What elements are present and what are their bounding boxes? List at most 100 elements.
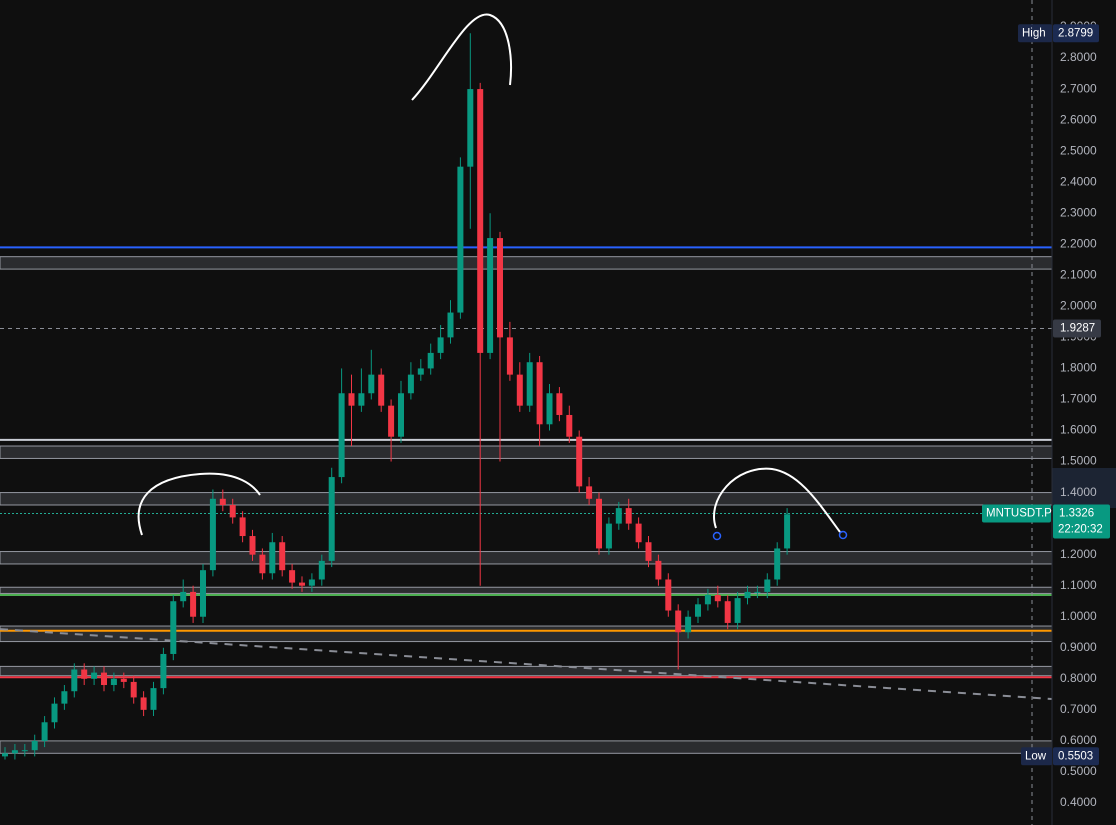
candle-body <box>615 508 622 524</box>
candle-body <box>714 595 721 602</box>
candle-body <box>427 352 434 369</box>
zone <box>0 256 1053 270</box>
high-value-box <box>1053 24 1099 43</box>
candle-body <box>338 393 345 478</box>
y-tick-label: 2.2000 <box>1060 236 1097 250</box>
candle-body <box>101 672 107 686</box>
y-tick-label: 2.4000 <box>1060 174 1097 188</box>
candle-body <box>576 436 583 487</box>
candle-body <box>388 405 395 437</box>
candle-body <box>51 703 58 723</box>
zone <box>0 586 1053 594</box>
candle-body <box>2 753 8 757</box>
zone <box>0 740 1053 754</box>
candle-body <box>31 740 38 751</box>
candle-body <box>645 542 652 561</box>
candle-body <box>41 722 48 741</box>
candle-body <box>605 523 612 549</box>
candle-body <box>704 595 711 605</box>
candle-body <box>150 688 157 710</box>
candle-body <box>566 414 573 437</box>
candle-body <box>457 166 464 313</box>
zone <box>0 551 1053 565</box>
candle-body <box>140 697 147 710</box>
freehand-arc <box>137 472 261 536</box>
y-tick-label: 1.4000 <box>1060 485 1097 499</box>
y-tick-label: 0.6000 <box>1060 733 1097 747</box>
y-tick-label: 2.8000 <box>1060 50 1097 64</box>
drawings <box>137 13 848 541</box>
candle-body <box>655 560 662 580</box>
levels <box>0 246 1053 754</box>
symbol-label: MNTUSDT.P <box>986 508 1052 520</box>
candle-body <box>398 393 404 437</box>
candle-body <box>130 681 137 698</box>
price-axis <box>1052 0 1116 825</box>
low-label: Low <box>1025 750 1047 762</box>
y-tick-label: 1.8000 <box>1060 361 1097 375</box>
candle-body <box>506 337 513 375</box>
candle-body <box>477 89 484 353</box>
candle-body <box>695 604 701 617</box>
y-tick-label: 2.6000 <box>1060 112 1097 126</box>
y-tick-label: 2.7000 <box>1060 81 1097 95</box>
candle-body <box>378 374 385 406</box>
candle-body <box>308 579 315 586</box>
candle-body <box>635 523 642 543</box>
y-tick-label: 1.5000 <box>1060 454 1097 468</box>
y-tick-label: 2.1000 <box>1060 267 1097 281</box>
y-tick-label: 1.6000 <box>1060 423 1097 437</box>
candle-body <box>497 238 503 338</box>
candle-body <box>556 393 563 415</box>
y-tick-label: 2.5000 <box>1060 143 1097 157</box>
candle-body <box>180 591 187 602</box>
zone <box>0 492 1053 506</box>
candle-body <box>596 498 602 549</box>
symbol-box <box>982 504 1051 523</box>
candle-body <box>625 508 632 524</box>
candle-body <box>190 591 197 617</box>
candle-body <box>764 579 771 592</box>
candle-body <box>784 514 791 549</box>
candle-body <box>200 570 206 617</box>
candle-body <box>170 601 177 654</box>
candle-body <box>279 542 286 571</box>
candle-body <box>71 669 78 692</box>
zone <box>0 445 1053 459</box>
y-tick-label: 1.0000 <box>1060 609 1097 623</box>
high-value: 2.8799 <box>1058 27 1093 39</box>
candle-body <box>467 89 474 167</box>
candle-body <box>229 504 236 518</box>
candle-body <box>526 362 533 406</box>
candle-body <box>318 560 325 580</box>
candle-body <box>407 374 414 394</box>
candle-body <box>209 498 216 571</box>
candle-body <box>328 477 335 561</box>
y-tick-label: 0.8000 <box>1060 671 1097 685</box>
candle-body <box>487 238 494 353</box>
candle-body <box>734 598 741 623</box>
candle-body <box>120 678 127 682</box>
candle-body <box>219 498 226 505</box>
anchor-point <box>712 531 722 541</box>
candle-body <box>358 393 365 406</box>
y-tick-label: 1.1000 <box>1060 578 1097 592</box>
candle-body <box>21 750 28 752</box>
zone <box>0 625 1053 643</box>
y-tick-label: 0.7000 <box>1060 702 1097 716</box>
candle-body <box>348 393 355 406</box>
candle-body <box>239 517 246 537</box>
candle-body <box>368 374 375 394</box>
anchor-point <box>838 530 848 540</box>
candle-body <box>536 362 543 425</box>
y-tick-label: 1.7000 <box>1060 392 1097 406</box>
candle-body <box>665 579 672 611</box>
crosshair-value: 1.9287 <box>1060 323 1095 335</box>
candle-body <box>675 610 682 633</box>
countdown: 22:20:32 <box>1058 524 1103 536</box>
y-tick-label: 1.2000 <box>1060 547 1097 561</box>
candle-body <box>110 678 117 686</box>
candle-body <box>417 368 424 375</box>
labels: High 2.8799 1.9287 MNTUSDT.P 1.3326 22:20:32 L… <box>982 24 1110 766</box>
